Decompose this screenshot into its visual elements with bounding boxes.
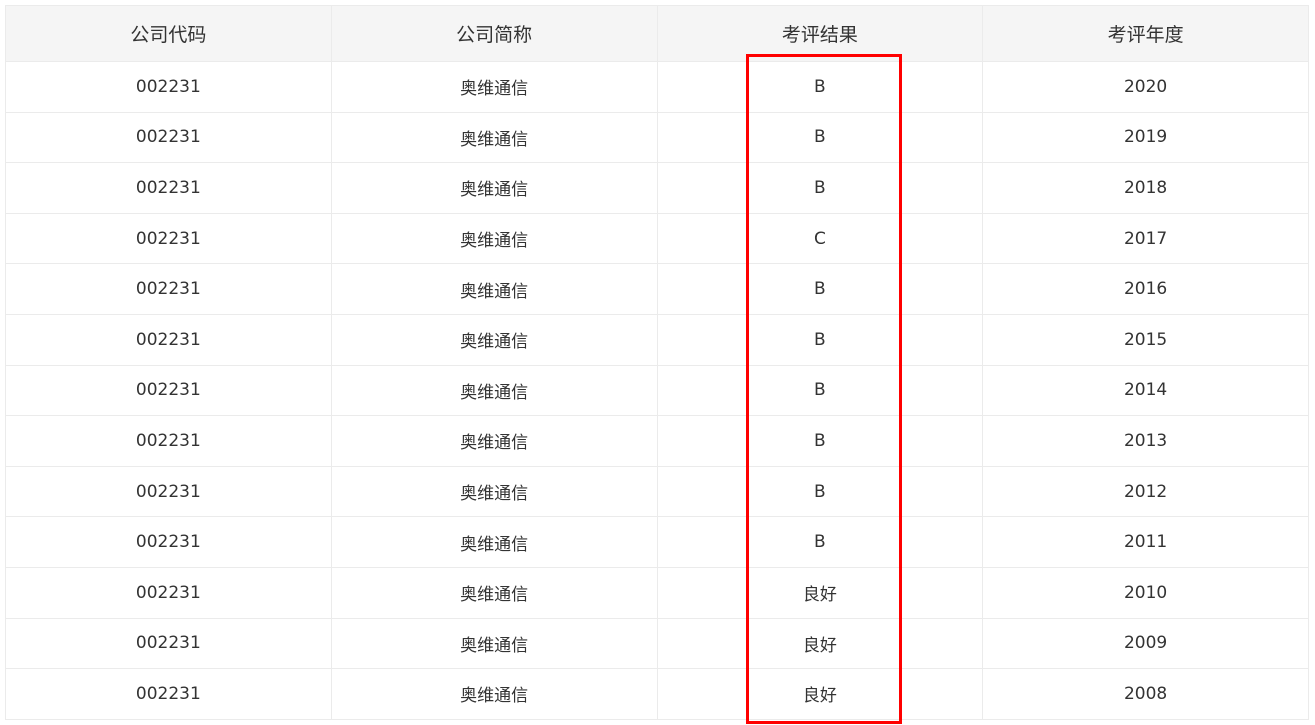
cell-company-code: 002231 (5, 516, 332, 568)
cell-evaluation-year: 2012 (982, 465, 1309, 518)
cell-company-code: 002231 (5, 566, 332, 619)
cell-evaluation-result: B (656, 465, 984, 518)
cell-evaluation-result: 良好 (656, 668, 984, 720)
table-row: 002231 奥维通信 良好 2008 (5, 668, 1309, 720)
table-row: 002231 奥维通信 B 2012 (5, 465, 1309, 518)
cell-company-name: 奥维通信 (330, 516, 658, 568)
table-row: 002231 奥维通信 B 2013 (5, 415, 1309, 467)
cell-evaluation-result: B (656, 263, 984, 315)
table-row: 002231 奥维通信 C 2017 (5, 212, 1309, 265)
cell-evaluation-result: 良好 (656, 617, 984, 670)
cell-company-name: 奥维通信 (330, 212, 658, 265)
table-row: 002231 奥维通信 良好 2009 (5, 617, 1309, 670)
cell-evaluation-result: 良好 (656, 566, 984, 619)
cell-evaluation-year: 2008 (982, 668, 1309, 720)
cell-company-code: 002231 (5, 313, 332, 366)
cell-evaluation-result: B (656, 111, 984, 164)
table-row: 002231 奥维通信 B 2020 (5, 61, 1309, 113)
cell-company-code: 002231 (5, 668, 332, 720)
cell-company-name: 奥维通信 (330, 465, 658, 518)
cell-evaluation-year: 2020 (982, 61, 1309, 113)
table-row: 002231 奥维通信 B 2015 (5, 313, 1309, 366)
cell-evaluation-result: B (656, 61, 984, 113)
cell-company-code: 002231 (5, 263, 332, 315)
cell-company-code: 002231 (5, 162, 332, 214)
cell-company-code: 002231 (5, 617, 332, 670)
cell-company-name: 奥维通信 (330, 566, 658, 619)
table-row: 002231 奥维通信 B 2018 (5, 162, 1309, 214)
table-row: 002231 奥维通信 B 2019 (5, 111, 1309, 164)
header-evaluation-year: 考评年度 (982, 5, 1309, 62)
cell-company-code: 002231 (5, 465, 332, 518)
cell-evaluation-year: 2014 (982, 364, 1309, 417)
table-row: 002231 奥维通信 B 2016 (5, 263, 1309, 315)
cell-evaluation-result: B (656, 364, 984, 417)
cell-company-name: 奥维通信 (330, 364, 658, 417)
cell-company-name: 奥维通信 (330, 162, 658, 214)
header-company-code: 公司代码 (5, 5, 332, 62)
cell-company-name: 奥维通信 (330, 415, 658, 467)
cell-evaluation-year: 2015 (982, 313, 1309, 366)
cell-evaluation-year: 2010 (982, 566, 1309, 619)
evaluation-table: 公司代码 公司简称 考评结果 考评年度 002231 奥维通信 B 2020 00223… (5, 5, 1309, 720)
cell-company-code: 002231 (5, 212, 332, 265)
cell-company-code: 002231 (5, 364, 332, 417)
cell-company-name: 奥维通信 (330, 61, 658, 113)
cell-evaluation-result: B (656, 516, 984, 568)
cell-evaluation-year: 2019 (982, 111, 1309, 164)
cell-company-name: 奥维通信 (330, 313, 658, 366)
header-evaluation-result: 考评结果 (656, 5, 984, 62)
table-row: 002231 奥维通信 B 2011 (5, 516, 1309, 568)
table-row: 002231 奥维通信 良好 2010 (5, 566, 1309, 619)
cell-evaluation-result: B (656, 313, 984, 366)
cell-evaluation-result: C (656, 212, 984, 265)
cell-evaluation-year: 2009 (982, 617, 1309, 670)
cell-evaluation-year: 2013 (982, 415, 1309, 467)
cell-company-code: 002231 (5, 111, 332, 164)
cell-evaluation-year: 2017 (982, 212, 1309, 265)
cell-evaluation-year: 2016 (982, 263, 1309, 315)
cell-company-name: 奥维通信 (330, 617, 658, 670)
cell-evaluation-result: B (656, 162, 984, 214)
cell-company-name: 奥维通信 (330, 668, 658, 720)
cell-company-name: 奥维通信 (330, 111, 658, 164)
table-row: 002231 奥维通信 B 2014 (5, 364, 1309, 417)
cell-evaluation-year: 2011 (982, 516, 1309, 568)
header-company-name: 公司简称 (330, 5, 658, 62)
cell-evaluation-result: B (656, 415, 984, 467)
cell-evaluation-year: 2018 (982, 162, 1309, 214)
cell-company-code: 002231 (5, 61, 332, 113)
cell-company-name: 奥维通信 (330, 263, 658, 315)
cell-company-code: 002231 (5, 415, 332, 467)
header-row: 公司代码 公司简称 考评结果 考评年度 (5, 5, 1309, 62)
